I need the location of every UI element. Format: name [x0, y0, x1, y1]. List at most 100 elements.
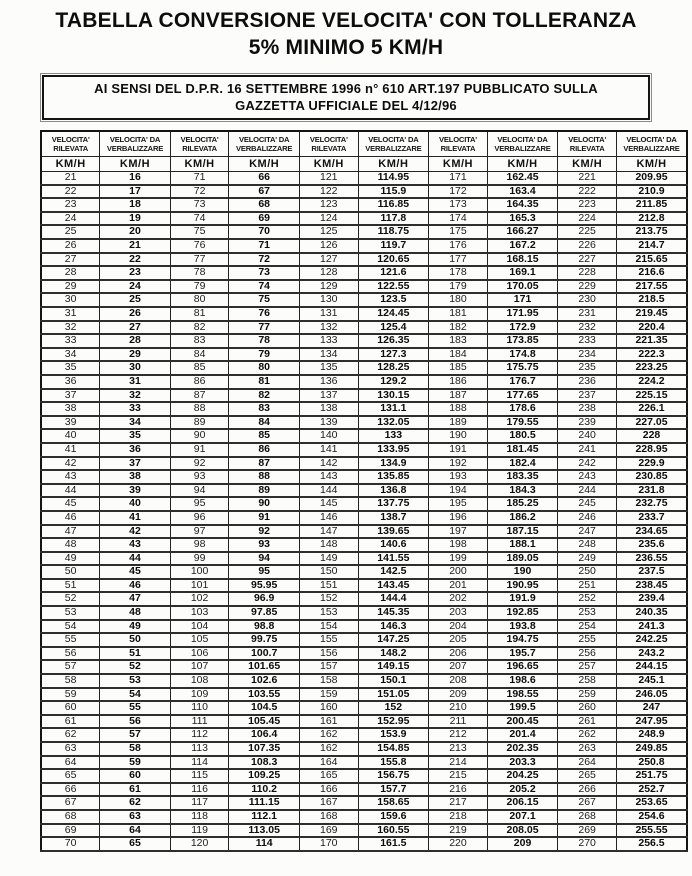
speed-chargeable-cell: 104.5: [228, 700, 300, 716]
table-row: 26 21 76 71 126 119.7 176 167.2 226 214.7: [40, 238, 688, 254]
speed-detected-cell: 169: [298, 823, 359, 839]
speed-detected-cell: 230: [557, 292, 618, 308]
speed-chargeable-cell: 122.55: [357, 279, 430, 295]
table-row: 62 57 112 106.4 162 153.9 212 201.4 262 248.9: [40, 727, 688, 743]
table-row: 63 58 113 107.35 162 154.85 213 202.35 263 249.85: [40, 741, 688, 757]
speed-chargeable-cell: 16: [99, 171, 171, 186]
speed-chargeable-cell: 83: [228, 401, 300, 417]
column-header-line-1: VELOCITA': [180, 134, 219, 144]
speed-chargeable-cell: 109.25: [228, 768, 300, 784]
speed-chargeable-cell: 134.9: [357, 456, 430, 472]
speed-detected-cell: 249: [557, 551, 618, 567]
speed-detected-cell: 134: [298, 347, 359, 363]
speed-chargeable-cell: 251.75: [616, 768, 688, 784]
speed-detected-cell: 118: [169, 809, 230, 825]
speed-detected-cell: 76: [169, 238, 230, 254]
speed-detected-cell: 79: [169, 279, 230, 295]
speed-detected-cell: 70: [40, 836, 101, 852]
speed-detected-cell: 133: [298, 333, 359, 349]
speed-chargeable-cell: 221.35: [616, 333, 688, 349]
speed-chargeable-cell: 129.2: [357, 374, 430, 390]
table-row: 32 27 82 77 132 125.4 182 172.9 232 220.4: [40, 320, 688, 336]
speed-detected-cell: 97: [169, 524, 230, 540]
speed-chargeable-cell: 127.3: [357, 347, 430, 363]
speed-detected-cell: 255: [557, 632, 618, 648]
speed-detected-cell: 84: [169, 347, 230, 363]
speed-detected-cell: 67: [40, 795, 101, 811]
column-unit-cell: KM/H: [99, 156, 171, 173]
speed-detected-cell: 85: [169, 360, 230, 376]
speed-detected-cell: 245: [557, 496, 618, 512]
speed-detected-cell: 250: [557, 564, 618, 580]
speed-chargeable-cell: 236.55: [616, 551, 688, 567]
speed-chargeable-cell: 131.1: [357, 401, 430, 417]
speed-detected-cell: 33: [40, 333, 101, 349]
speed-chargeable-cell: 138.7: [357, 510, 430, 526]
speed-chargeable-cell: 123.5: [357, 292, 430, 308]
speed-detected-cell: 37: [40, 388, 101, 404]
table-row: 66 61 116 110.2 166 157.7 216 205.2 266 252.7: [40, 782, 688, 798]
column-header-line-1: VELOCITA': [51, 134, 90, 144]
speed-detected-cell: 223: [557, 197, 618, 213]
speed-chargeable-cell: 75: [228, 292, 300, 308]
speed-chargeable-cell: 135.85: [357, 469, 430, 485]
column-header-verbalizzare: VELOCITA' DA VERBALIZZARE: [616, 130, 688, 158]
speed-chargeable-cell: 30: [99, 360, 171, 376]
speed-chargeable-cell: 82: [228, 388, 300, 404]
speed-detected-cell: 78: [169, 265, 230, 281]
speed-detected-cell: 123: [298, 197, 359, 213]
speed-chargeable-cell: 161.5: [357, 836, 430, 852]
table-row: 22 17 72 67 122 115.9 172 163.4 222 210.9: [40, 184, 688, 200]
header-label-row: VELOCITA' RILEVATA VELOCITA' DA VERBALIZZAR…: [40, 130, 688, 158]
speed-chargeable-cell: 196.65: [486, 659, 559, 676]
speed-chargeable-cell: 145.35: [357, 605, 430, 621]
speed-detected-cell: 132: [298, 320, 359, 336]
speed-detected-cell: 98: [169, 537, 230, 553]
speed-detected-cell: 211: [428, 714, 488, 730]
speed-chargeable-cell: 149.15: [357, 659, 430, 676]
speed-detected-cell: 110: [169, 700, 230, 716]
speed-detected-cell: 256: [557, 646, 618, 662]
speed-chargeable-cell: 77: [228, 320, 300, 336]
speed-detected-cell: 143: [298, 469, 359, 485]
speed-chargeable-cell: 154.85: [357, 741, 430, 757]
speed-detected-cell: 66: [40, 782, 101, 798]
speed-chargeable-cell: 53: [99, 673, 171, 689]
speed-chargeable-cell: 95: [228, 564, 300, 580]
speed-chargeable-cell: 185.25: [486, 496, 559, 512]
speed-chargeable-cell: 84: [228, 415, 300, 431]
speed-detected-cell: 135: [298, 360, 359, 376]
speed-detected-cell: 217: [428, 795, 488, 811]
speed-chargeable-cell: 38: [99, 469, 171, 485]
speed-chargeable-cell: 157.7: [357, 782, 430, 798]
table-row: 51 46 101 95.95 151 143.45 201 190.95 251 238.45: [40, 578, 688, 594]
speed-chargeable-cell: 210.9: [616, 184, 688, 200]
speed-chargeable-cell: 237.5: [616, 564, 688, 580]
speed-chargeable-cell: 168.15: [486, 252, 559, 268]
speed-detected-cell: 205: [428, 632, 488, 648]
speed-detected-cell: 57: [40, 659, 101, 676]
table-row: 37 32 87 82 137 130.15 187 177.65 237 225.15: [40, 388, 688, 404]
speed-detected-cell: 99: [169, 551, 230, 567]
speed-chargeable-cell: 63: [99, 809, 171, 825]
speed-detected-cell: 72: [169, 184, 230, 200]
speed-detected-cell: 221: [557, 171, 618, 186]
speed-detected-cell: 109: [169, 687, 230, 703]
speed-chargeable-cell: 51: [99, 646, 171, 662]
speed-detected-cell: 175: [428, 224, 488, 241]
table-row: 33 28 83 78 133 126.35 183 173.85 233 221.35: [40, 333, 688, 349]
speed-chargeable-cell: 98.8: [228, 619, 300, 635]
speed-chargeable-cell: 159.6: [357, 809, 430, 825]
speed-detected-cell: 91: [169, 442, 230, 458]
speed-chargeable-cell: 86: [228, 442, 300, 458]
speed-detected-cell: 224: [557, 211, 618, 227]
speed-detected-cell: 258: [557, 673, 618, 689]
conversion-table: VELOCITA' RILEVATA VELOCITA' DA VERBALIZZAR…: [40, 130, 688, 852]
speed-detected-cell: 204: [428, 619, 488, 635]
speed-detected-cell: 87: [169, 388, 230, 404]
speed-chargeable-cell: 79: [228, 347, 300, 363]
speed-chargeable-cell: 34: [99, 415, 171, 431]
speed-detected-cell: 167: [298, 795, 359, 811]
speed-detected-cell: 40: [40, 428, 101, 444]
speed-chargeable-cell: 242.25: [616, 632, 688, 648]
